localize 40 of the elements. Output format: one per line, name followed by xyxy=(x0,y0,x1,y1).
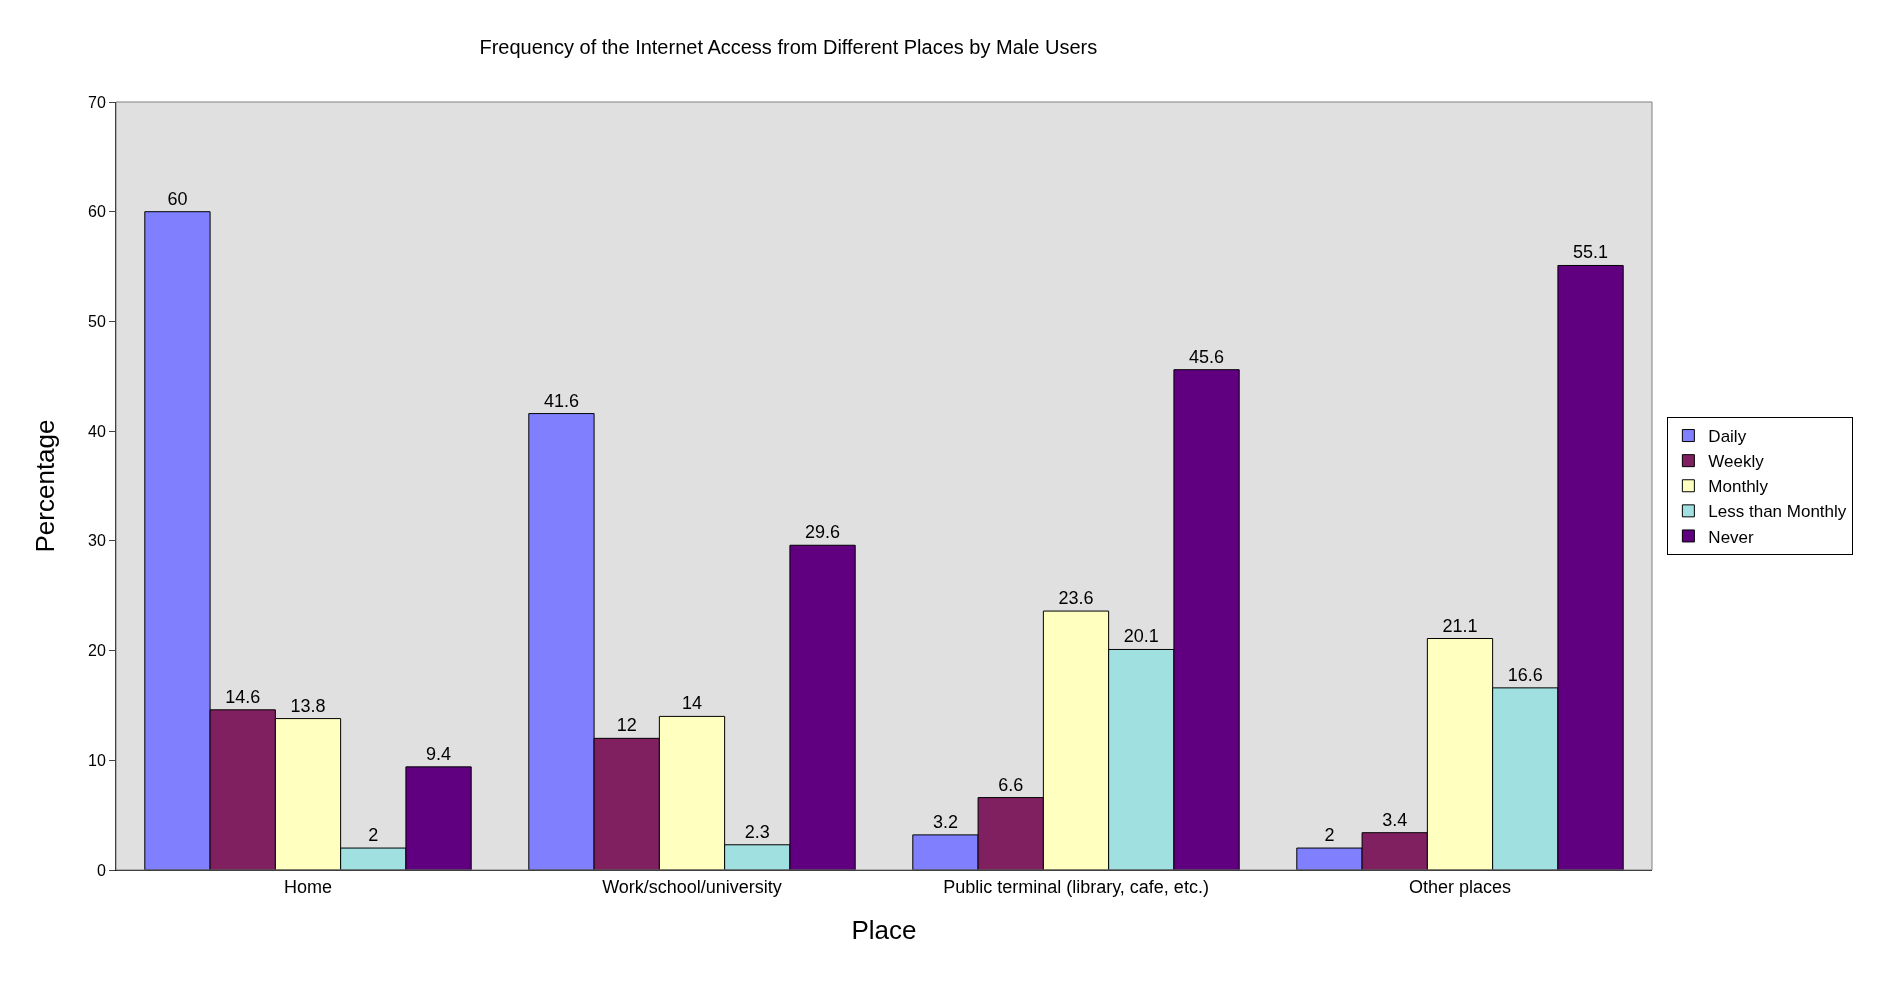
y-tick-label: 0 xyxy=(96,861,106,879)
data-label: 3.4 xyxy=(1382,809,1408,830)
legend-label: Never xyxy=(1708,527,1755,547)
data-label: 60 xyxy=(167,188,188,209)
data-label: 23.6 xyxy=(1058,588,1094,609)
data-label: 2 xyxy=(1324,825,1335,846)
y-tick-label: 20 xyxy=(88,642,106,660)
data-label: 55.1 xyxy=(1573,242,1609,263)
data-label: 41.6 xyxy=(543,390,579,411)
data-label: 12 xyxy=(616,715,637,736)
data-label: 6.6 xyxy=(998,774,1024,795)
data-label: 14 xyxy=(681,693,703,714)
data-label: 21.1 xyxy=(1442,615,1478,636)
data-label: 2 xyxy=(368,825,379,846)
legend-label: Daily xyxy=(1708,427,1747,447)
data-label: 20.1 xyxy=(1123,626,1159,647)
legend-label: Weekly xyxy=(1708,452,1765,472)
legend-label: Less than Monthly xyxy=(1708,502,1847,522)
y-tick-label: 10 xyxy=(88,751,106,769)
y-tick-label: 50 xyxy=(88,313,106,331)
data-label: 2.3 xyxy=(744,821,770,842)
data-label: 3.2 xyxy=(932,811,958,832)
data-label: 9.4 xyxy=(426,743,452,764)
y-tick-label: 30 xyxy=(88,532,106,550)
x-tick-label: Public terminal (library, cafe, etc.) xyxy=(943,876,1209,897)
data-label: 13.8 xyxy=(290,695,326,716)
x-axis-title: Place xyxy=(851,915,917,946)
y-tick-label: 60 xyxy=(88,203,106,221)
chart-title: Frequency of the Internet Access from Different Places by Male Users xyxy=(479,35,1098,58)
data-label: 29.6 xyxy=(805,522,841,543)
data-label: 14.6 xyxy=(225,686,261,707)
data-label: 45.6 xyxy=(1189,346,1225,367)
legend-label: Monthly xyxy=(1708,477,1769,497)
y-axis-title: Percentage xyxy=(30,419,61,553)
x-tick-label: Home xyxy=(283,876,333,897)
x-tick-label: Work/school/university xyxy=(602,876,782,897)
y-tick-label: 70 xyxy=(88,93,106,111)
x-tick-label: Other places xyxy=(1408,876,1512,897)
y-tick-label: 40 xyxy=(88,422,106,440)
data-label: 16.6 xyxy=(1507,664,1543,685)
